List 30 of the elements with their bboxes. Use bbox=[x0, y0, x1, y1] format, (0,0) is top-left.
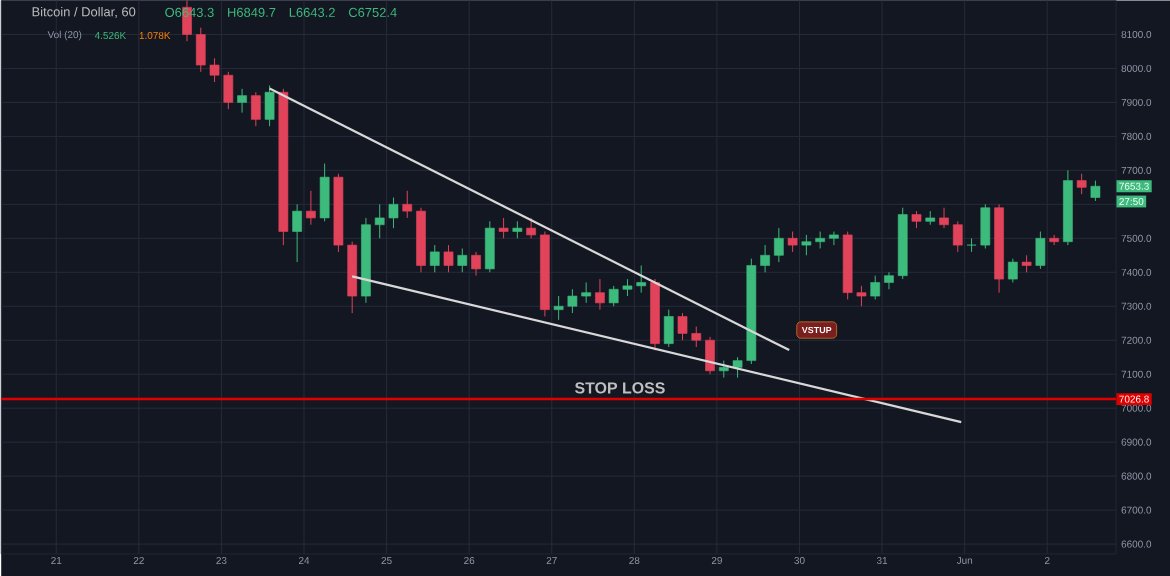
candlestick bbox=[402, 190, 413, 219]
candlestick bbox=[471, 251, 481, 277]
candlestick bbox=[1090, 180, 1101, 202]
candlestick bbox=[457, 248, 468, 273]
candlestick bbox=[484, 220, 495, 273]
candlestick bbox=[237, 88, 247, 114]
candlestick bbox=[787, 231, 798, 253]
candlestick bbox=[319, 163, 330, 222]
candlestick bbox=[443, 244, 454, 273]
candlestick bbox=[1035, 231, 1046, 270]
candlestick bbox=[429, 244, 440, 273]
candlestick bbox=[526, 217, 536, 239]
candlestick bbox=[829, 231, 839, 246]
candlestick bbox=[251, 91, 261, 127]
candlestick bbox=[292, 203, 302, 263]
candlestick bbox=[663, 309, 674, 348]
candlestick bbox=[306, 190, 316, 226]
candlestick bbox=[595, 278, 605, 311]
candlestick bbox=[498, 217, 509, 239]
candlestick bbox=[980, 203, 991, 250]
candlestick bbox=[952, 220, 963, 253]
candlestick bbox=[1049, 234, 1059, 246]
candlestick bbox=[705, 336, 715, 375]
candlestick bbox=[1008, 258, 1018, 284]
candlestick bbox=[1076, 173, 1087, 195]
candlestick bbox=[264, 84, 275, 127]
candlestick bbox=[774, 227, 784, 263]
candlestick bbox=[870, 275, 881, 300]
candlestick bbox=[884, 271, 894, 290]
candlestick bbox=[939, 207, 949, 229]
